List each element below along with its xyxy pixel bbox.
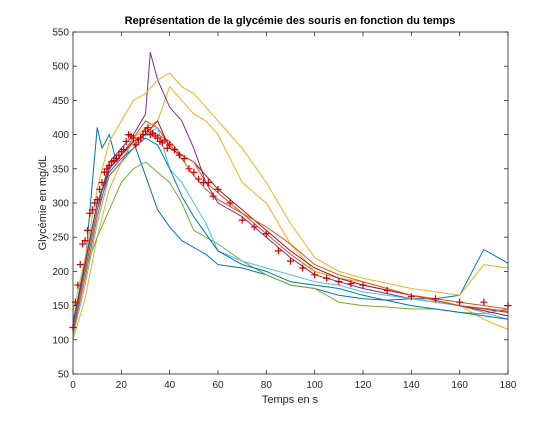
mean-point-marker xyxy=(238,216,246,224)
mean-point-marker xyxy=(93,196,101,204)
mean-point-marker xyxy=(195,175,203,183)
mean-point-marker xyxy=(432,295,439,303)
mean-point-marker xyxy=(81,237,89,245)
mean-point-marker xyxy=(171,146,178,154)
x-tick-label: 80 xyxy=(261,380,273,391)
mean-point-marker xyxy=(299,264,307,272)
x-tick-label: 20 xyxy=(116,380,128,391)
mean-point-marker xyxy=(175,151,183,159)
y-tick-label: 150 xyxy=(52,301,69,312)
mean-point-marker xyxy=(88,206,96,214)
mean-point-marker xyxy=(287,257,294,265)
mean-point-marker xyxy=(144,124,152,132)
mean-point-marker xyxy=(311,271,319,279)
x-tick-label: 60 xyxy=(212,380,224,391)
mean-point-marker xyxy=(98,178,106,186)
mean-point-marker xyxy=(335,278,343,286)
y-tick-label: 200 xyxy=(52,267,69,278)
mean-point-marker xyxy=(250,223,258,231)
mean-point-marker xyxy=(456,298,464,306)
mean-point-marker xyxy=(407,293,415,301)
chart-title: Représentation de la glycémie des souris… xyxy=(125,15,456,27)
mean-point-marker xyxy=(480,298,488,306)
mean-point-marker xyxy=(180,155,188,163)
x-tick-label: 40 xyxy=(164,380,176,391)
mean-point-marker xyxy=(74,281,82,289)
mean-point-marker xyxy=(262,230,270,238)
mean-point-marker xyxy=(359,281,367,289)
y-tick-label: 100 xyxy=(52,335,69,346)
y-tick-label: 300 xyxy=(52,199,69,210)
y-tick-label: 550 xyxy=(52,28,69,39)
mean-point-marker xyxy=(120,146,128,154)
plot-area xyxy=(73,32,508,374)
mean-point-marker xyxy=(129,134,137,142)
y-tick-label: 450 xyxy=(52,96,69,107)
series-line-10 xyxy=(72,72,509,313)
y-tick-label: 50 xyxy=(58,370,70,381)
mean-point-marker xyxy=(209,192,217,200)
mean-point-marker xyxy=(323,274,331,282)
mean-point-marker xyxy=(166,141,174,149)
y-axis-label: Glycémie en mg/dL xyxy=(37,156,49,251)
x-tick-label: 100 xyxy=(306,380,323,391)
series-layer xyxy=(72,52,509,340)
mean-point-marker xyxy=(190,168,198,176)
mean-point-marker xyxy=(132,141,140,149)
y-tick-label: 250 xyxy=(52,233,69,244)
mean-point-marker xyxy=(204,178,212,186)
x-tick-label: 180 xyxy=(500,380,517,391)
y-tick-label: 400 xyxy=(52,130,69,141)
mean-point-marker xyxy=(161,136,169,144)
series-line-8 xyxy=(72,137,509,323)
mean-point-marker xyxy=(214,185,222,193)
mean-point-marker xyxy=(185,165,193,173)
mean-point-marker xyxy=(226,199,234,207)
y-tick-label: 500 xyxy=(52,62,69,73)
mean-point-marker xyxy=(122,137,130,145)
series-line-5 xyxy=(72,161,509,320)
y-axis-ticks: 50 100 150 200 250 300 350 400 450 500 550 xyxy=(52,28,508,381)
mean-point-marker xyxy=(76,261,84,269)
x-tick-label: 160 xyxy=(451,380,468,391)
y-tick-label: 350 xyxy=(52,164,69,175)
x-tick-label: 140 xyxy=(403,380,420,391)
mean-point-marker xyxy=(96,185,104,193)
series-line-9 xyxy=(72,127,509,328)
mean-point-marker xyxy=(383,287,391,295)
x-tick-label: 0 xyxy=(70,380,76,391)
mean-marker-layer xyxy=(69,124,512,331)
mean-point-marker xyxy=(274,247,282,255)
x-tick-label: 120 xyxy=(355,380,372,391)
x-axis-label: Temps en s xyxy=(262,394,319,406)
x-axis-ticks: 0 20 40 60 80 100 120 140 160 180 xyxy=(70,32,517,391)
mean-point-marker xyxy=(347,280,355,288)
mean-point-marker xyxy=(84,226,91,234)
series-line-1 xyxy=(72,127,509,327)
